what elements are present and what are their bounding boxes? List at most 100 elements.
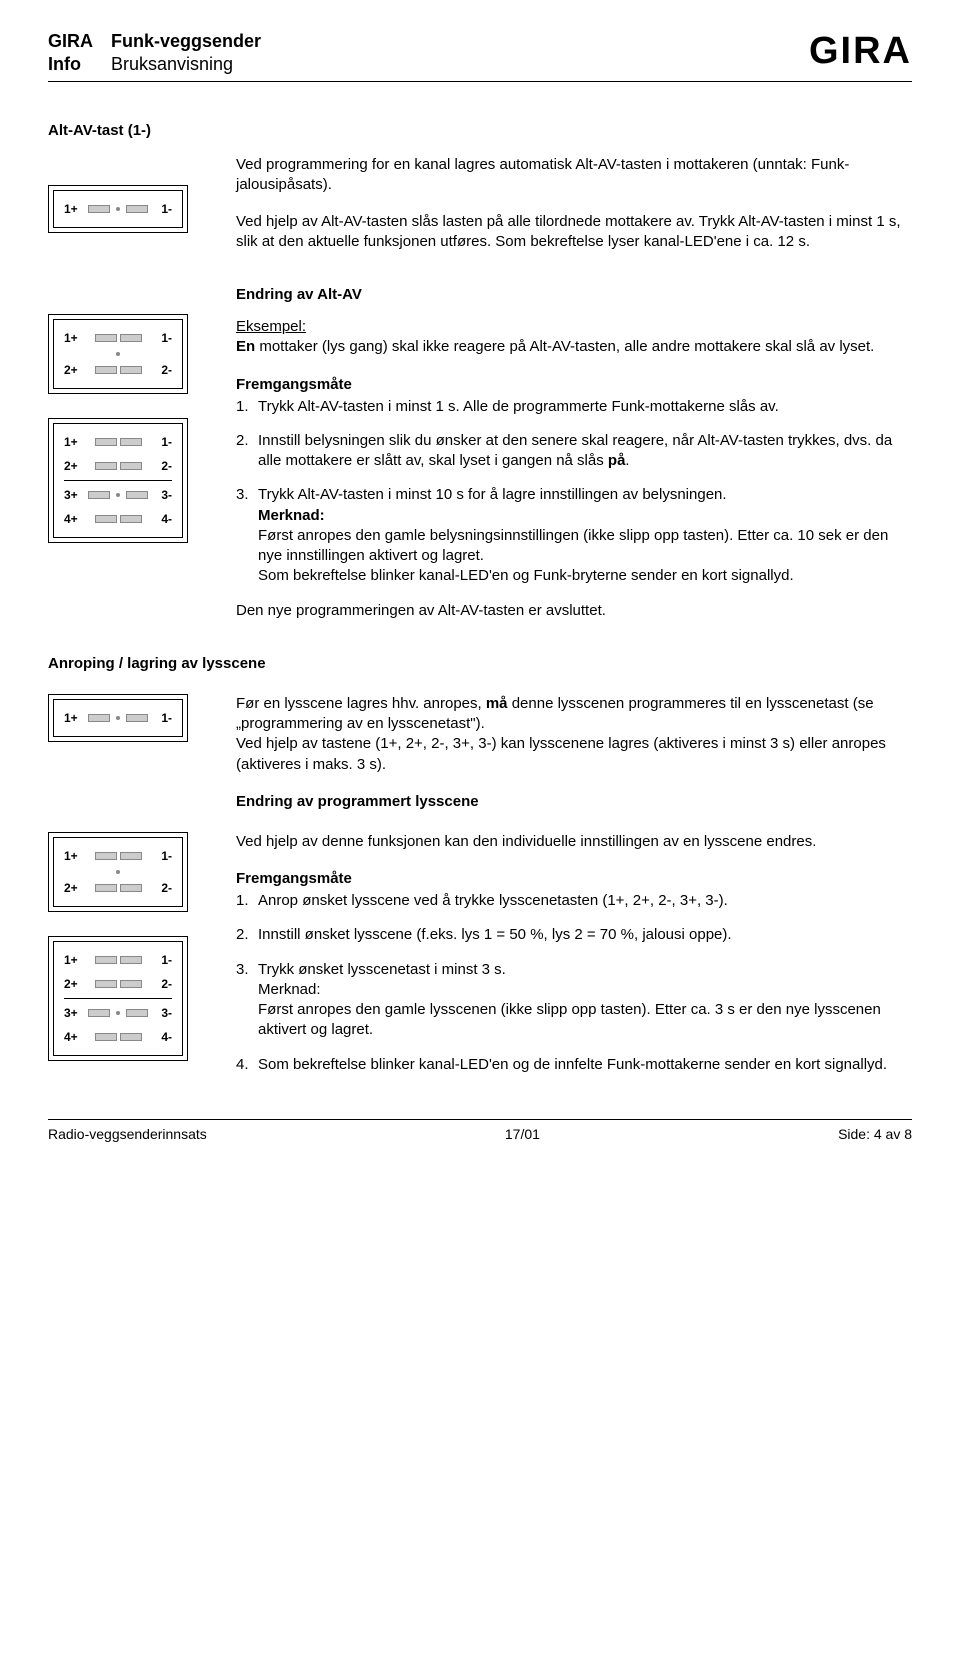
footer-left: Radio-veggsenderinnsats (48, 1126, 207, 1142)
key-label: 4- (150, 512, 172, 526)
list-item: 2. Innstill belysningen slik du ønsker a… (236, 431, 912, 472)
section-anroping-title: Anroping / lagring av lysscene (48, 655, 912, 672)
step-number: 4. (236, 1055, 258, 1075)
key-icon (95, 462, 117, 470)
device-diagram-1ch: 1+ 1- (48, 694, 188, 742)
para: Ved programmering for en kanal lagres au… (236, 155, 912, 196)
key-icon (95, 1033, 117, 1041)
para: Før en lysscene lagres hhv. anropes, må … (236, 694, 912, 775)
step-number: 3. (236, 485, 258, 586)
device-diagram-2ch: 1+ 1- 2+ 2- (48, 314, 188, 394)
list-item: 1. Anrop ønsket lysscene ved å trykke ly… (236, 891, 912, 911)
key-label: 2- (150, 977, 172, 991)
list-item: 1. Trykk Alt-AV-tasten i minst 1 s. Alle… (236, 397, 912, 417)
key-icon (120, 1033, 142, 1041)
step-text: Trykk Alt-AV-tasten i minst 1 s. Alle de… (258, 397, 912, 417)
key-label: 2+ (64, 459, 86, 473)
step-text: Innstill belysningen slik du ønsker at d… (258, 431, 912, 472)
brand-line1: GIRA (48, 30, 93, 53)
key-label: 1- (150, 953, 172, 967)
gira-logo: GIRA (809, 30, 912, 70)
key-icon (120, 956, 142, 964)
step-text: Anrop ønsket lysscene ved å trykke lyssc… (258, 891, 912, 911)
key-icon (126, 491, 148, 499)
example-text: mottaker (lys gang) skal ikke reagere på… (255, 338, 874, 355)
section-endring-lysscene-title: Endring av programmert lysscene (236, 793, 912, 810)
key-label: 3+ (64, 488, 86, 502)
key-label: 1+ (64, 953, 86, 967)
key-label: 2- (150, 459, 172, 473)
procedure-list: 1. Trykk Alt-AV-tasten i minst 1 s. Alle… (236, 397, 912, 587)
section-endring-alt-av-title: Endring av Alt-AV (236, 286, 912, 303)
key-label: 4+ (64, 512, 86, 526)
device-diagram-4ch: 1+ 1- 2+ 2- 3+ 3- (48, 418, 188, 543)
list-item: 3. Trykk ønsket lysscenetast i minst 3 s… (236, 960, 912, 1041)
led-dot-icon (116, 1011, 120, 1015)
step-number: 1. (236, 891, 258, 911)
key-icon (120, 884, 142, 892)
key-label: 2- (150, 881, 172, 895)
key-label: 1+ (64, 711, 86, 725)
closing-para: Den nye programmeringen av Alt-AV-tasten… (236, 601, 912, 621)
key-label: 3- (150, 488, 172, 502)
key-label: 2+ (64, 977, 86, 991)
step-text: Som bekreftelse blinker kanal-LED'en og … (258, 1055, 912, 1075)
step-number: 2. (236, 431, 258, 472)
title-line1: Funk-veggsender (111, 30, 261, 53)
section-alt-av-tast-title: Alt-AV-tast (1-) (48, 122, 912, 139)
key-icon (88, 205, 110, 213)
example-label: Eksempel: (236, 318, 306, 335)
key-icon (88, 714, 110, 722)
key-icon (95, 366, 117, 374)
key-label: 1- (150, 711, 172, 725)
procedure-label: Fremgangsmåte (236, 870, 912, 887)
key-icon (126, 205, 148, 213)
key-icon (88, 1009, 110, 1017)
key-icon (120, 462, 142, 470)
led-dot-icon (116, 207, 120, 211)
key-icon (95, 980, 117, 988)
key-icon (126, 1009, 148, 1017)
doc-title: Funk-veggsender Bruksanvisning (111, 30, 261, 75)
key-icon (95, 956, 117, 964)
brand-line2: Info (48, 53, 93, 76)
brand-box: GIRA Info (48, 30, 93, 75)
key-label: 3- (150, 1006, 172, 1020)
key-icon (120, 438, 142, 446)
step-text: Innstill ønsket lysscene (f.eks. lys 1 =… (258, 925, 912, 945)
list-item: 3. Trykk Alt-AV-tasten i minst 10 s for … (236, 485, 912, 586)
key-icon (95, 852, 117, 860)
para: Ved hjelp av denne funksjonen kan den in… (236, 832, 912, 852)
key-label: 3+ (64, 1006, 86, 1020)
title-line2: Bruksanvisning (111, 53, 261, 76)
step-text: Trykk Alt-AV-tasten i minst 10 s for å l… (258, 485, 912, 586)
key-icon (120, 980, 142, 988)
key-icon (88, 491, 110, 499)
key-icon (95, 884, 117, 892)
list-item: 2. Innstill ønsket lysscene (f.eks. lys … (236, 925, 912, 945)
step-number: 3. (236, 960, 258, 1041)
step-text: Trykk ønsket lysscenetast i minst 3 s. M… (258, 960, 912, 1041)
key-icon (120, 852, 142, 860)
list-item: 4. Som bekreftelse blinker kanal-LED'en … (236, 1055, 912, 1075)
led-dot-icon (116, 352, 120, 356)
footer-right: Side: 4 av 8 (838, 1126, 912, 1142)
led-dot-icon (116, 493, 120, 497)
led-dot-icon (116, 716, 120, 720)
key-label: 4+ (64, 1030, 86, 1044)
key-label: 1+ (64, 435, 86, 449)
footer-mid: 17/01 (505, 1126, 540, 1142)
device-diagram-1ch: 1+ 1- (48, 185, 188, 233)
key-label: 4- (150, 1030, 172, 1044)
page-footer: Radio-veggsenderinnsats 17/01 Side: 4 av… (48, 1119, 912, 1142)
led-dot-icon (116, 870, 120, 874)
step-number: 2. (236, 925, 258, 945)
example-block: Eksempel: En mottaker (lys gang) skal ik… (236, 317, 912, 358)
key-icon (120, 515, 142, 523)
key-label: 2+ (64, 363, 86, 377)
key-icon (95, 334, 117, 342)
key-label: 1+ (64, 331, 86, 345)
device-diagram-2ch: 1+ 1- 2+ 2- (48, 832, 188, 912)
key-icon (120, 334, 142, 342)
key-icon (95, 515, 117, 523)
